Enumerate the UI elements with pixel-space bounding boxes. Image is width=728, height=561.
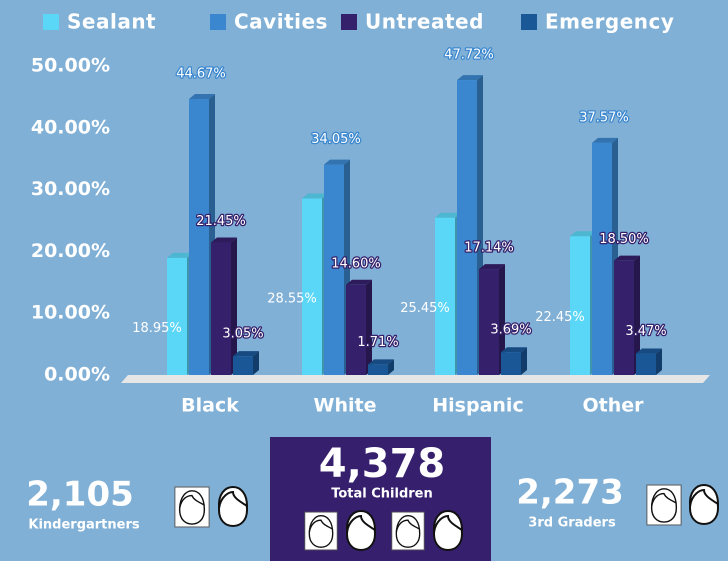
x-tick-label: Black: [181, 395, 239, 417]
value-label: 22.45%: [535, 310, 585, 325]
legend-label: Untreated: [365, 10, 484, 34]
bar-top: [368, 359, 394, 365]
bar-top: [167, 252, 193, 258]
value-label: 25.45%: [400, 301, 450, 316]
bar-top: [233, 351, 259, 357]
value-label: 34.05%: [311, 132, 361, 147]
value-label: 47.72%: [444, 48, 494, 63]
value-label: 37.57%: [579, 110, 629, 125]
bar-top: [614, 255, 640, 261]
value-label: 3.69%: [490, 323, 531, 338]
bar: [189, 98, 209, 376]
bar-chart: 0.00% 10.00% 20.00% 30.00% 40.00% 50.00% Seala…: [31, 10, 674, 417]
bar-top: [435, 212, 461, 218]
stat-label: 3rd Graders: [528, 516, 616, 531]
bar-side: [231, 237, 237, 375]
value-label: 28.55%: [267, 291, 317, 306]
bar-top: [479, 264, 505, 270]
y-tick-label: 40.00%: [31, 116, 110, 138]
bar-top: [636, 348, 662, 354]
bar-top: [457, 75, 483, 81]
chart-floor: [121, 375, 710, 383]
bar: [457, 80, 477, 376]
y-tick-label: 0.00%: [44, 364, 110, 386]
bar: [346, 284, 366, 375]
value-label: 18.50%: [599, 232, 649, 247]
stat-value: 2,273: [516, 473, 624, 513]
bar: [479, 269, 499, 375]
bar-side: [521, 347, 527, 375]
bar: [435, 217, 455, 375]
bar-top: [570, 231, 596, 237]
legend-swatch: [43, 14, 59, 30]
bar-top: [592, 137, 618, 143]
value-label: 3.47%: [625, 324, 666, 339]
legend-label: Emergency: [545, 10, 674, 34]
value-label: 3.05%: [222, 327, 263, 342]
y-tick-label: 50.00%: [31, 55, 110, 77]
bar-side: [253, 351, 259, 375]
bar-side: [656, 348, 662, 375]
stat-label: Total Children: [331, 487, 433, 502]
bar: [570, 236, 590, 375]
bar: [592, 142, 612, 375]
value-label: 44.67%: [176, 66, 226, 81]
bar-side: [388, 359, 394, 375]
x-tick-label: Hispanic: [432, 395, 523, 417]
x-tick-label: White: [314, 395, 377, 417]
y-tick-label: 20.00%: [31, 240, 110, 262]
stat-label: Kindergartners: [28, 518, 140, 533]
value-label: 17.14%: [464, 241, 514, 256]
bar: [211, 242, 231, 375]
bar: [324, 164, 344, 375]
bar: [233, 356, 253, 375]
bar: [167, 257, 187, 375]
y-tick-label: 10.00%: [31, 302, 110, 324]
legend-label: Cavities: [234, 10, 328, 34]
legend-swatch: [521, 14, 537, 30]
bar-top: [324, 159, 350, 165]
bar-side: [499, 264, 505, 375]
y-tick-label: 30.00%: [31, 178, 110, 200]
bar: [614, 260, 634, 375]
bar-side: [366, 279, 372, 375]
bar: [501, 352, 521, 375]
bar-top: [501, 347, 527, 353]
legend-swatch: [341, 14, 357, 30]
bar: [302, 198, 322, 375]
bar-top: [302, 193, 328, 199]
value-label: 18.95%: [132, 321, 182, 336]
value-label: 1.71%: [357, 335, 398, 350]
legend-swatch: [210, 14, 226, 30]
stat-value: 4,378: [319, 441, 446, 487]
bar-side: [634, 255, 640, 375]
stat-value: 2,105: [26, 475, 134, 515]
bar-top: [346, 279, 372, 285]
x-tick-label: Other: [582, 395, 644, 417]
legend-label: Sealant: [67, 10, 156, 34]
bar-top: [211, 237, 237, 243]
value-label: 14.60%: [331, 256, 381, 271]
bar: [368, 364, 388, 375]
bar: [636, 353, 656, 375]
value-label: 21.45%: [196, 214, 246, 229]
bar-top: [189, 93, 215, 99]
